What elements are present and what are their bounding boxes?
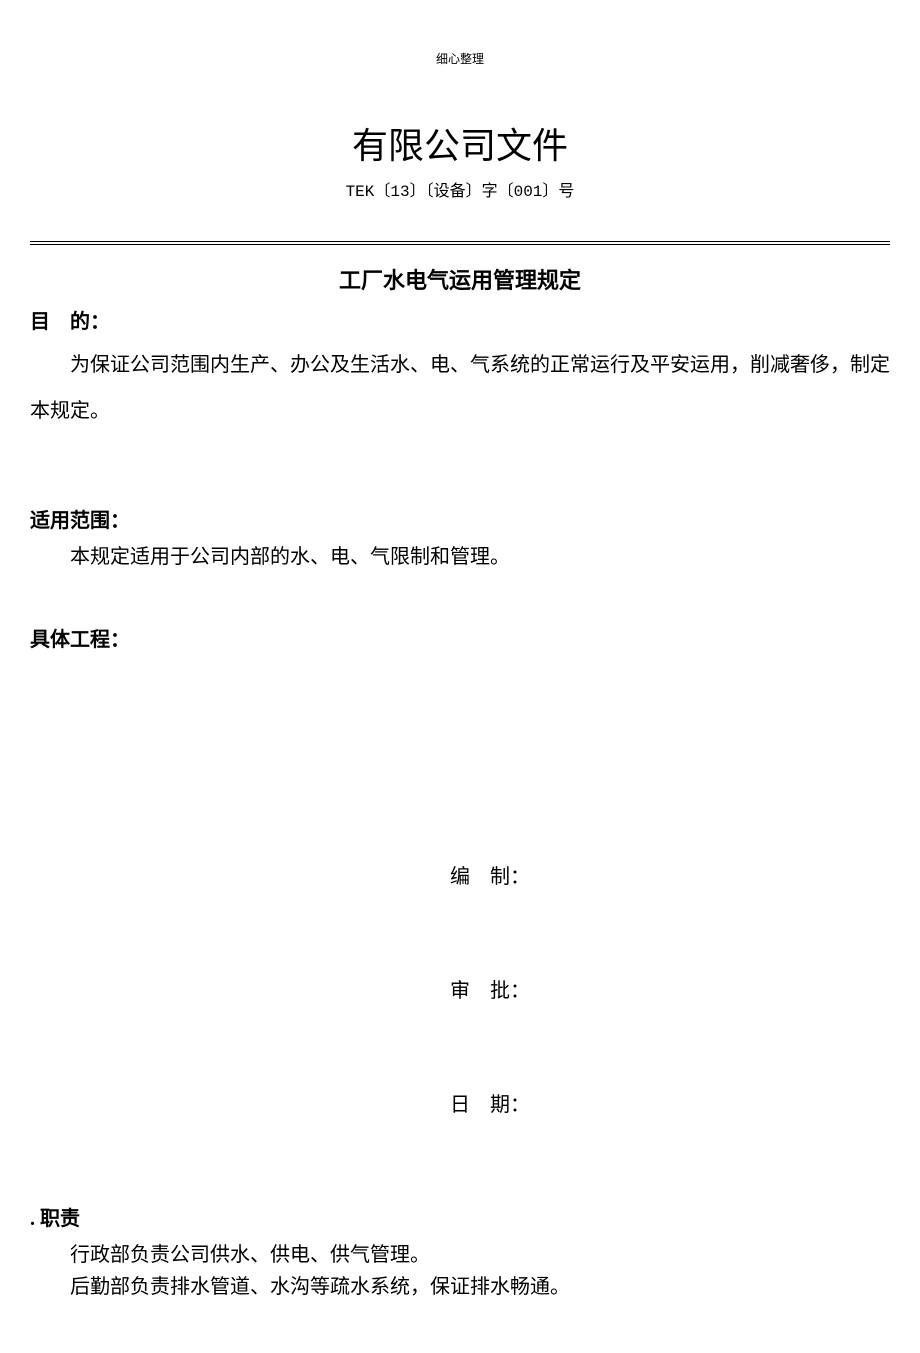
title-divider bbox=[30, 241, 890, 245]
document-page: 细心整理 有限公司文件 TEK〔13〕〔设备〕字〔001〕号 工厂水电气运用管理… bbox=[0, 0, 920, 1353]
sub-title: 工厂水电气运用管理规定 bbox=[30, 263, 890, 295]
scope-heading: 适用范围： bbox=[30, 504, 890, 533]
project-heading: 具体工程： bbox=[30, 623, 890, 652]
signature-compile: 编 制： bbox=[450, 860, 890, 889]
duties-line-2: 后勤部负责排水管道、水沟等疏水系统，保证排水畅通。 bbox=[70, 1271, 890, 1303]
signature-approve: 审 批： bbox=[450, 974, 890, 1003]
duties-line-1: 行政部负责公司供水、供电、供气管理。 bbox=[70, 1239, 890, 1271]
spacer bbox=[30, 660, 890, 860]
scope-body: 本规定适用于公司内部的水、电、气限制和管理。 bbox=[70, 541, 890, 573]
duties-heading: . 职责 bbox=[30, 1202, 890, 1231]
purpose-heading: 目 的： bbox=[30, 305, 890, 334]
document-number: TEK〔13〕〔设备〕字〔001〕号 bbox=[30, 177, 890, 201]
main-title: 有限公司文件 bbox=[30, 117, 890, 169]
spacer bbox=[30, 583, 890, 623]
purpose-body: 为保证公司范围内生产、办公及生活水、电、气系统的正常运行及平安运用，削减奢侈，制… bbox=[30, 342, 890, 434]
spacer bbox=[30, 444, 890, 504]
header-note: 细心整理 bbox=[30, 50, 890, 67]
signature-date: 日 期： bbox=[450, 1088, 890, 1117]
